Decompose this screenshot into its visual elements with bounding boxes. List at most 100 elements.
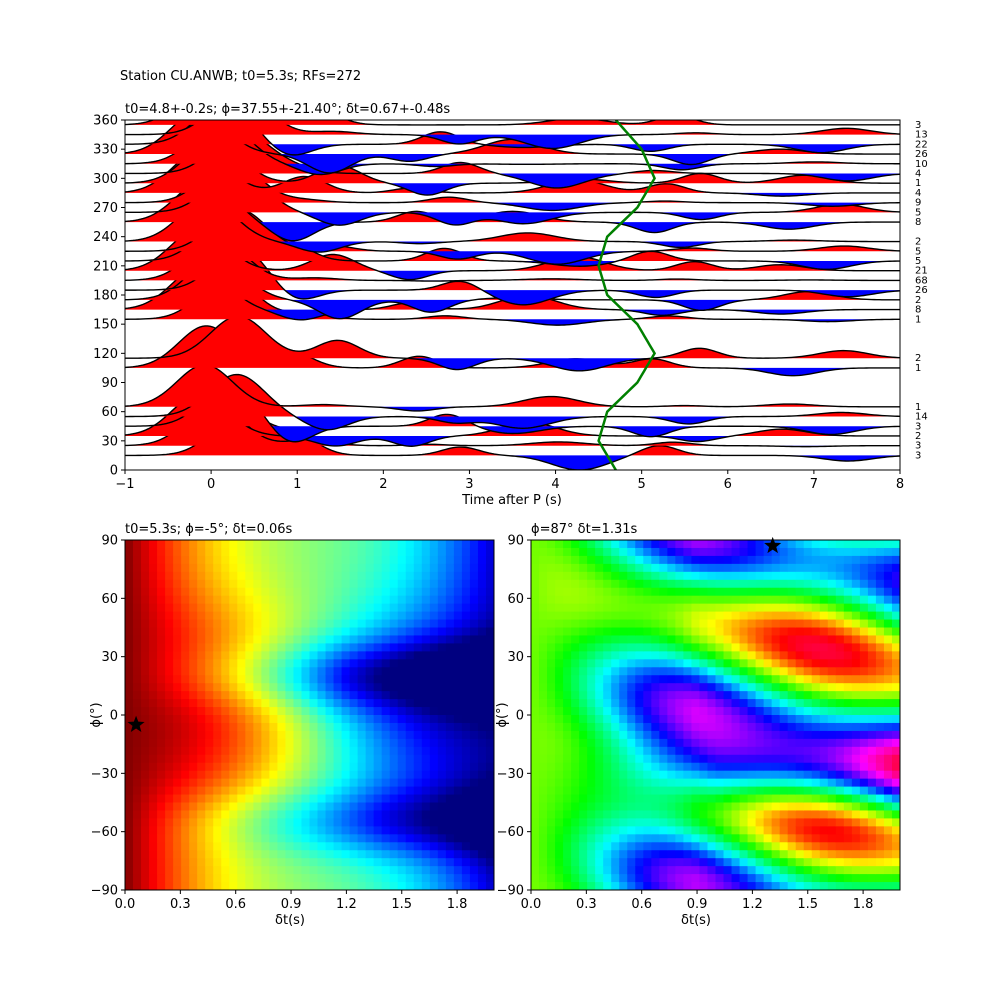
rf-trace-line (125, 198, 900, 253)
heatmap-cell (245, 651, 254, 660)
heatmap-cell (229, 691, 238, 700)
heatmap-cell (859, 754, 869, 764)
heatmap-cell (691, 595, 701, 605)
heatmap-cell (835, 707, 845, 716)
heatmap-cell (205, 722, 214, 732)
heatmap-cell (715, 540, 725, 549)
heatmap-cell (269, 762, 279, 772)
heatmap-cell (133, 834, 142, 843)
heatmap-cell (269, 611, 279, 621)
heatmap-cell (667, 675, 676, 684)
heatmap-cell (173, 786, 182, 796)
heatmap-cell (531, 547, 540, 557)
right-heatmap (531, 540, 900, 890)
heatmap-cell (683, 547, 693, 557)
heatmap-cell (571, 746, 580, 756)
heatmap-cell (643, 691, 652, 700)
heatmap-cell (461, 635, 471, 645)
heatmap-cell (539, 667, 548, 676)
heatmap-cell (445, 834, 455, 843)
heatmap-cell (405, 754, 415, 764)
heatmap-cell (461, 540, 471, 549)
heatmap-cell (445, 770, 455, 780)
heatmap-cell (141, 547, 150, 557)
heatmap-cell (675, 770, 685, 780)
rf-negative-fill (125, 241, 900, 253)
heatmap-cell (365, 850, 375, 859)
heatmap-cell (149, 866, 158, 875)
heatmap-cell (365, 547, 375, 557)
heatmap-cell (453, 587, 463, 597)
heatmap-cell (627, 619, 636, 629)
heatmap-cell (133, 540, 142, 549)
heatmap-cell (859, 707, 869, 716)
heatmap-cell (851, 587, 861, 597)
heatmap-cell (181, 762, 190, 772)
heatmap-cell (429, 651, 439, 660)
heatmap-cell (859, 810, 869, 820)
heatmap-cell (747, 882, 757, 890)
heatmap-cell (635, 810, 644, 820)
heatmap-cell (301, 707, 311, 716)
heatmap-cell (747, 802, 757, 812)
heatmap-cell (683, 850, 693, 859)
heatmap-cell (205, 794, 214, 804)
heatmap-cell (635, 818, 644, 827)
heatmap-cell (285, 810, 295, 820)
heatmap-cell (811, 810, 821, 820)
heatmap-cell (603, 571, 612, 581)
heatmap-cell (261, 595, 270, 605)
heatmap-cell (563, 882, 572, 890)
heatmap-cell (469, 850, 479, 859)
heatmap-cell (819, 866, 829, 875)
heatmap-cell (437, 563, 447, 573)
heatmap-cell (795, 571, 805, 581)
heatmap-cell (197, 571, 206, 581)
heatmap-cell (341, 619, 351, 629)
heatmap-cell (683, 730, 693, 740)
heatmap-cell (587, 754, 596, 764)
heatmap-cell (683, 715, 693, 724)
heatmap-cell (453, 722, 463, 732)
heatmap-cell (397, 540, 407, 549)
heatmap-cell (627, 762, 636, 772)
heatmap-cell (635, 603, 644, 613)
heatmap-cell (755, 611, 765, 621)
heatmap-cell (437, 850, 447, 859)
heatmap-cell (157, 619, 166, 629)
heatmap-cell (301, 675, 311, 684)
heatmap-cell (461, 659, 471, 668)
heatmap-cell (429, 722, 439, 732)
heatmap-cell (635, 754, 644, 764)
heatmap-cell (237, 659, 246, 668)
y-tick-label: 90 (101, 376, 118, 391)
heatmap-cell (755, 667, 765, 676)
heatmap-cell (811, 754, 821, 764)
heatmap-cell (827, 603, 837, 613)
heatmap-cell (429, 667, 439, 676)
heatmap-cell (133, 595, 142, 605)
heatmap-cell (731, 826, 741, 835)
heatmap-cell (635, 635, 644, 645)
heatmap-cell (205, 651, 214, 660)
heatmap-cell (819, 619, 829, 629)
heatmap-cell (555, 667, 564, 676)
heatmap-cell (803, 547, 813, 557)
heatmap-cell (333, 699, 343, 708)
heatmap-cell (301, 730, 311, 740)
heatmap-cell (627, 770, 636, 780)
heatmap-cell (539, 619, 548, 629)
heatmap-cell (691, 603, 701, 613)
heatmap-cell (755, 762, 765, 772)
heatmap-cell (691, 794, 701, 804)
heatmap-cell (819, 699, 829, 708)
heatmap-cell (253, 770, 262, 780)
heatmap-cell (843, 595, 853, 605)
heatmap-cell (731, 738, 741, 748)
x-tick-label: 2 (379, 477, 387, 492)
heatmap-cell (643, 794, 652, 804)
heatmap-cell (429, 635, 439, 645)
heatmap-cell (213, 810, 222, 820)
heatmap-cell (579, 683, 588, 692)
heatmap-cell (667, 595, 676, 605)
